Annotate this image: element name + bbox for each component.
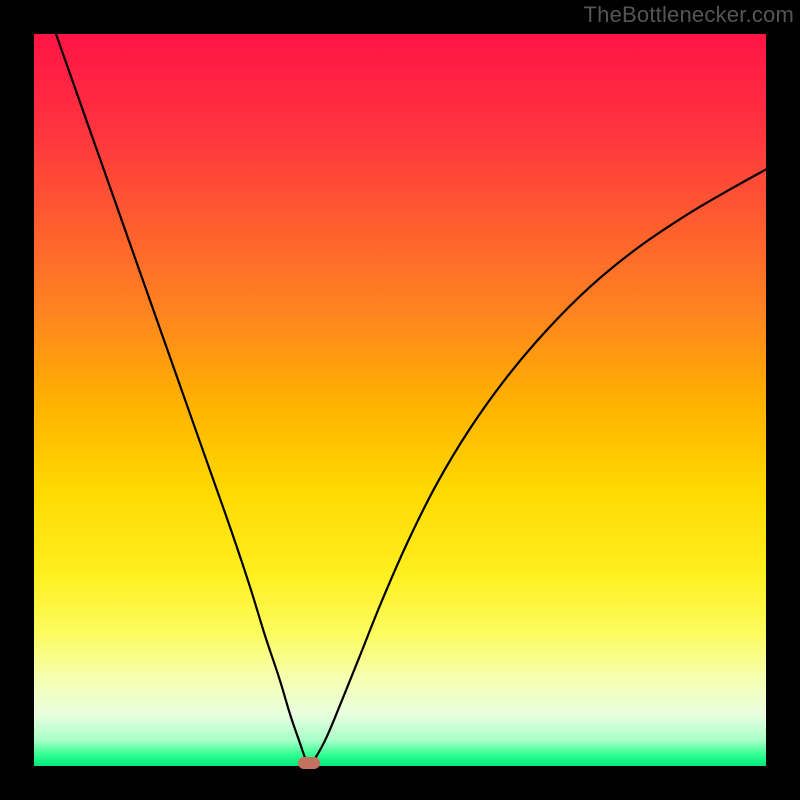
watermark-text: TheBottlenecker.com <box>584 2 794 28</box>
plot-area <box>34 34 766 766</box>
curve-vertex-marker <box>298 757 320 769</box>
bottleneck-curve <box>34 34 766 766</box>
